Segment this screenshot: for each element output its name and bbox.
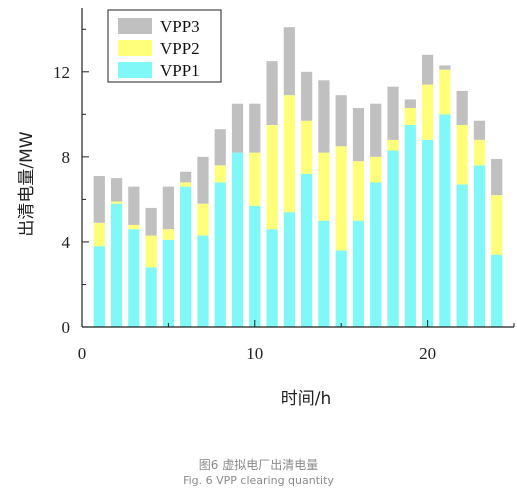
bar-vpp2-18 (387, 139, 399, 151)
x-tick-label: 0 (78, 344, 87, 363)
bar-vpp3-1 (93, 176, 105, 223)
y-tick-label: 12 (53, 63, 70, 82)
bar-vpp2-21 (439, 69, 451, 115)
bar-vpp2-13 (301, 120, 313, 174)
bar-vpp1-19 (404, 124, 416, 327)
bar-vpp3-5 (162, 186, 175, 230)
legend-label-vpp3: VPP3 (160, 17, 200, 36)
bar-vpp1-15 (335, 250, 347, 327)
x-tick-label: 10 (246, 344, 263, 363)
bar-vpp2-19 (404, 107, 416, 125)
bar-vpp2-22 (456, 124, 468, 185)
bar-vpp3-19 (404, 99, 416, 108)
bar-vpp2-24 (491, 195, 503, 255)
bar-vpp2-17 (370, 156, 382, 183)
bar-vpp2-14 (318, 152, 330, 221)
tick-labels: 0 4 8 12 0 10 20 (53, 63, 436, 363)
bar-vpp1-3 (128, 229, 140, 327)
figure-caption-en: Fig. 6 VPP clearing quantity (183, 474, 334, 487)
bar-vpp3-12 (283, 27, 295, 96)
y-tick-label: 4 (62, 233, 71, 252)
bar-vpp3-23 (473, 120, 486, 140)
bar-vpp2-23 (473, 139, 486, 166)
bar-vpp2-12 (283, 95, 295, 213)
bar-vpp2-7 (197, 203, 209, 236)
bar-vpp3-9 (231, 103, 244, 153)
bar-vpp3-18 (387, 86, 399, 140)
bar-vpp1-12 (283, 212, 295, 327)
bar-vpp1-22 (456, 184, 468, 327)
y-tick-label: 0 (62, 318, 71, 337)
bar-vpp3-11 (266, 61, 278, 125)
bar-vpp1-23 (473, 165, 486, 327)
bar-vpp3-14 (318, 80, 330, 153)
bar-vpp1-4 (145, 267, 157, 327)
legend-label-vpp1: VPP1 (160, 61, 200, 80)
legend-label-vpp2: VPP2 (160, 39, 200, 58)
bar-vpp2-3 (128, 224, 140, 230)
bar-vpp1-14 (318, 220, 330, 327)
bar-vpp1-5 (162, 239, 175, 327)
legend-swatch-vpp3 (118, 18, 152, 34)
bar-vpp1-9 (231, 152, 244, 327)
bar-vpp1-1 (93, 246, 105, 327)
bar-vpp2-8 (214, 165, 226, 183)
axes-layer (81, 8, 515, 328)
bar-vpp3-10 (249, 103, 261, 153)
y-axis-label: 出清电量/MW (17, 131, 37, 236)
bar-vpp1-20 (421, 139, 434, 327)
bar-vpp1-11 (266, 229, 278, 327)
bar-vpp1-21 (439, 114, 451, 327)
bar-vpp1-8 (214, 182, 226, 327)
bar-vpp3-2 (110, 178, 123, 202)
bar-vpp3-22 (456, 90, 468, 125)
y-tick-label: 8 (62, 148, 71, 167)
legend-swatch-vpp1 (118, 62, 152, 78)
x-axis-label: 时间/h (281, 389, 332, 409)
bar-vpp1-13 (301, 173, 313, 327)
bars-layer (93, 27, 503, 327)
bar-vpp1-24 (491, 254, 503, 327)
bar-vpp3-24 (491, 158, 503, 196)
legend-swatch-vpp2 (118, 40, 152, 56)
bar-vpp3-15 (335, 95, 347, 147)
bar-vpp3-8 (214, 129, 226, 166)
bar-vpp3-21 (439, 65, 451, 70)
bar-vpp1-6 (180, 186, 192, 327)
bar-vpp2-1 (93, 222, 105, 247)
bar-vpp2-11 (266, 124, 278, 230)
x-tick-label: 20 (419, 344, 436, 363)
bar-vpp1-7 (197, 235, 209, 327)
bar-vpp3-13 (301, 71, 313, 121)
bar-vpp1-10 (249, 205, 261, 327)
bar-vpp3-20 (421, 54, 434, 85)
bar-vpp3-3 (128, 186, 140, 225)
bar-vpp1-18 (387, 150, 399, 327)
bar-vpp3-16 (352, 107, 365, 162)
bar-vpp2-20 (421, 84, 434, 140)
figure-caption-cn: 图6 虚拟电厂出清电量 (198, 458, 319, 472)
chart: 0 4 8 12 0 10 20 时间/h 出清电量/MW VPP3 VPP2 VPP1 (17, 8, 515, 409)
legend: VPP3 VPP2 VPP1 (107, 9, 222, 83)
bar-vpp2-5 (162, 229, 175, 240)
bar-vpp2-16 (352, 161, 365, 221)
bar-vpp3-7 (197, 156, 209, 204)
bar-vpp1-17 (370, 182, 382, 327)
bar-vpp3-6 (180, 171, 192, 183)
bar-vpp1-2 (110, 203, 123, 327)
bar-vpp2-10 (249, 152, 261, 206)
bar-vpp2-6 (180, 182, 192, 187)
bar-vpp2-15 (335, 146, 347, 251)
bar-vpp2-4 (145, 235, 157, 268)
bar-vpp2-2 (110, 201, 123, 204)
bar-vpp1-16 (352, 220, 365, 327)
bar-vpp3-17 (370, 103, 382, 157)
bar-vpp3-4 (145, 207, 157, 236)
